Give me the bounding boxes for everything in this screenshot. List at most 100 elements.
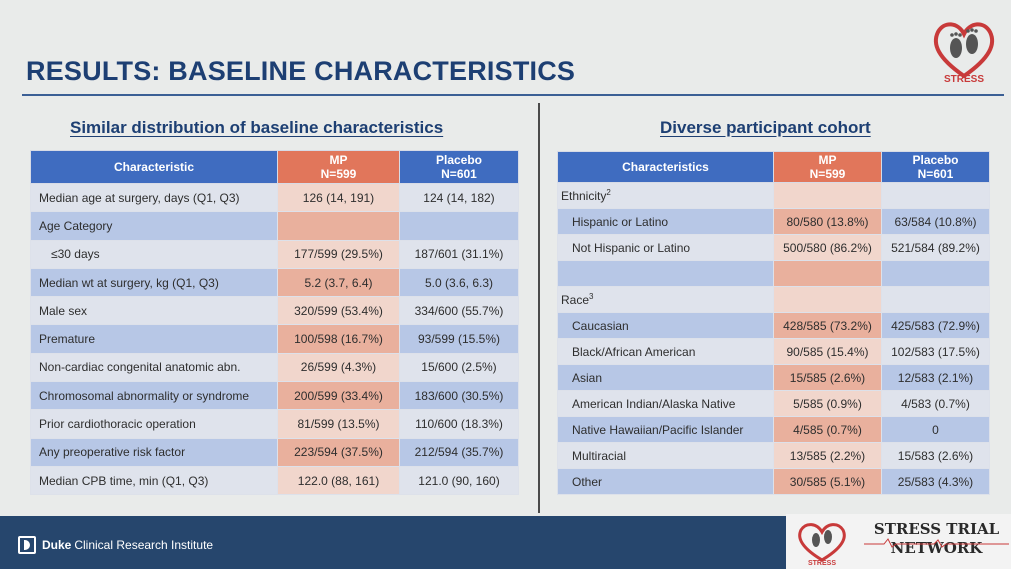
mp-value: 30/585 (5.1%) [773,468,882,495]
row-label: ≤30 days [30,239,278,269]
table-row: Black/African American 90/585 (15.4%) 102/… [557,338,990,365]
placebo-value: 334/600 (55.7%) [399,296,519,326]
placebo-value: 15/583 (2.6%) [881,442,990,469]
slide-title: RESULTS: BASELINE CHARACTERISTICS [26,56,576,86]
stress-network-logo: STRESS STRESS TRIAL NETWORK [786,514,1011,569]
row-label: Caucasian [557,312,774,339]
row-label: Other [557,468,774,495]
placebo-value: 12/583 (2.1%) [881,364,990,391]
network-title-line1: STRESS TRIAL [873,520,1000,538]
mp-value: 500/580 (86.2%) [773,234,882,261]
row-label: Multiracial [557,442,774,469]
table-row: Other 30/585 (5.1%) 25/583 (4.3%) [557,468,990,495]
row-label: Male sex [30,296,278,326]
table-row: ≤30 days 177/599 (29.5%) 187/601 (31.1%) [30,239,519,269]
mp-value: 90/585 (15.4%) [773,338,882,365]
mp-value: 428/585 (73.2%) [773,312,882,339]
row-label: Age Category [30,211,278,241]
spacer-row [557,260,990,287]
row-label: Any preoperative risk factor [30,437,278,467]
placebo-value: 93/599 (15.5%) [399,324,519,354]
mp-value: 122.0 (88, 161) [277,465,400,496]
heart-feet-icon: STRESS [798,523,846,566]
header-characteristic: Characteristic [30,150,278,184]
placebo-value: 124 (14, 182) [399,182,519,213]
header-mp: MP N=599 [277,150,400,184]
ecg-line-icon [864,538,1009,548]
placebo-value: 5.0 (3.6, 6.3) [399,267,519,298]
placebo-value: 110/600 (18.3%) [399,409,519,439]
placebo-value: 121.0 (90, 160) [399,465,519,496]
table-row: Median wt at surgery, kg (Q1, Q3) 5.2 (3.… [30,267,519,298]
placebo-value: 15/600 (2.5%) [399,352,519,383]
mp-value: 13/585 (2.2%) [773,442,882,469]
mp-value: 200/599 (33.4%) [277,381,400,411]
table-row: Any preoperative risk factor 223/594 (37.… [30,437,519,467]
right-subtitle: Diverse participant cohort [660,118,871,137]
table-row: Prior cardiothoracic operation 81/599 (13… [30,409,519,439]
group-row-race: Race3 [557,286,990,313]
table-row: Non-cardiac congenital anatomic abn. 26/5… [30,352,519,383]
row-label: Hispanic or Latino [557,208,774,235]
placebo-value: 425/583 (72.9%) [881,312,990,339]
row-label: Asian [557,364,774,391]
row-label: Median CPB time, min (Q1, Q3) [30,465,278,496]
mp-value: 5.2 (3.7, 6.4) [277,267,400,298]
header-placebo: Placebo N=601 [399,150,519,184]
row-label: Not Hispanic or Latino [557,234,774,261]
mp-value: 320/599 (53.4%) [277,296,400,326]
table-row: Chromosomal abnormality or syndrome 200/5… [30,381,519,411]
baseline-table: Characteristic MP N=599 Placebo N=601 Medi… [30,150,519,496]
placebo-value: 4/583 (0.7%) [881,390,990,417]
group-label: Ethnicity2 [557,182,774,209]
placebo-value: 102/583 (17.5%) [881,338,990,365]
table-row: Native Hawaiian/Pacific Islander 4/585 (0… [557,416,990,443]
stress-logo: STRESS [928,14,1000,86]
table-row: Not Hispanic or Latino 500/580 (86.2%) 521… [557,234,990,261]
duke-shield-icon [18,536,36,554]
mp-value: 81/599 (13.5%) [277,409,400,439]
demographics-table: Characteristics MP N=599 Placebo N=601 Eth… [557,151,990,495]
mp-value: 126 (14, 191) [277,182,400,213]
mp-value: 100/598 (16.7%) [277,324,400,354]
mp-value: 177/599 (29.5%) [277,239,400,269]
placebo-value: 183/600 (30.5%) [399,381,519,411]
row-label: Prior cardiothoracic operation [30,409,278,439]
table-row: Male sex 320/599 (53.4%) 334/600 (55.7%) [30,296,519,326]
header-placebo: Placebo N=601 [881,151,990,183]
row-label: Premature [30,324,278,354]
table-row: Premature 100/598 (16.7%) 93/599 (15.5%) [30,324,519,354]
section-divider [538,103,540,513]
mp-value: 5/585 (0.9%) [773,390,882,417]
placebo-value: 212/594 (35.7%) [399,437,519,467]
placebo-value [399,211,519,241]
row-label: Median age at surgery, days (Q1, Q3) [30,182,278,213]
header-mp: MP N=599 [773,151,882,183]
mp-value: 15/585 (2.6%) [773,364,882,391]
placebo-value: 187/601 (31.1%) [399,239,519,269]
mp-value: 26/599 (4.3%) [277,352,400,383]
placebo-value: 63/584 (10.8%) [881,208,990,235]
table-row: Multiracial 13/585 (2.2%) 15/583 (2.6%) [557,442,990,469]
svg-text:STRESS: STRESS [808,560,836,566]
mp-value [277,211,400,241]
placebo-value: 521/584 (89.2%) [881,234,990,261]
table-row: Asian 15/585 (2.6%) 12/583 (2.1%) [557,364,990,391]
placebo-value: 0 [881,416,990,443]
duke-logo: Duke Clinical Research Institute [18,536,213,554]
row-label: Black/African American [557,338,774,365]
row-label: Median wt at surgery, kg (Q1, Q3) [30,267,278,298]
mp-value: 4/585 (0.7%) [773,416,882,443]
row-label: Non-cardiac congenital anatomic abn. [30,352,278,383]
placebo-value: 25/583 (4.3%) [881,468,990,495]
mp-value: 80/580 (13.8%) [773,208,882,235]
svg-text:STRESS: STRESS [944,74,984,85]
header-characteristics: Characteristics [557,151,774,183]
table-row: Age Category [30,211,519,241]
table-row: Median age at surgery, days (Q1, Q3) 126 … [30,182,519,213]
mp-value: 223/594 (37.5%) [277,437,400,467]
group-label: Race3 [557,286,774,313]
row-label: Native Hawaiian/Pacific Islander [557,416,774,443]
title-rule [22,94,1004,96]
left-subtitle: Similar distribution of baseline charact… [70,118,444,137]
